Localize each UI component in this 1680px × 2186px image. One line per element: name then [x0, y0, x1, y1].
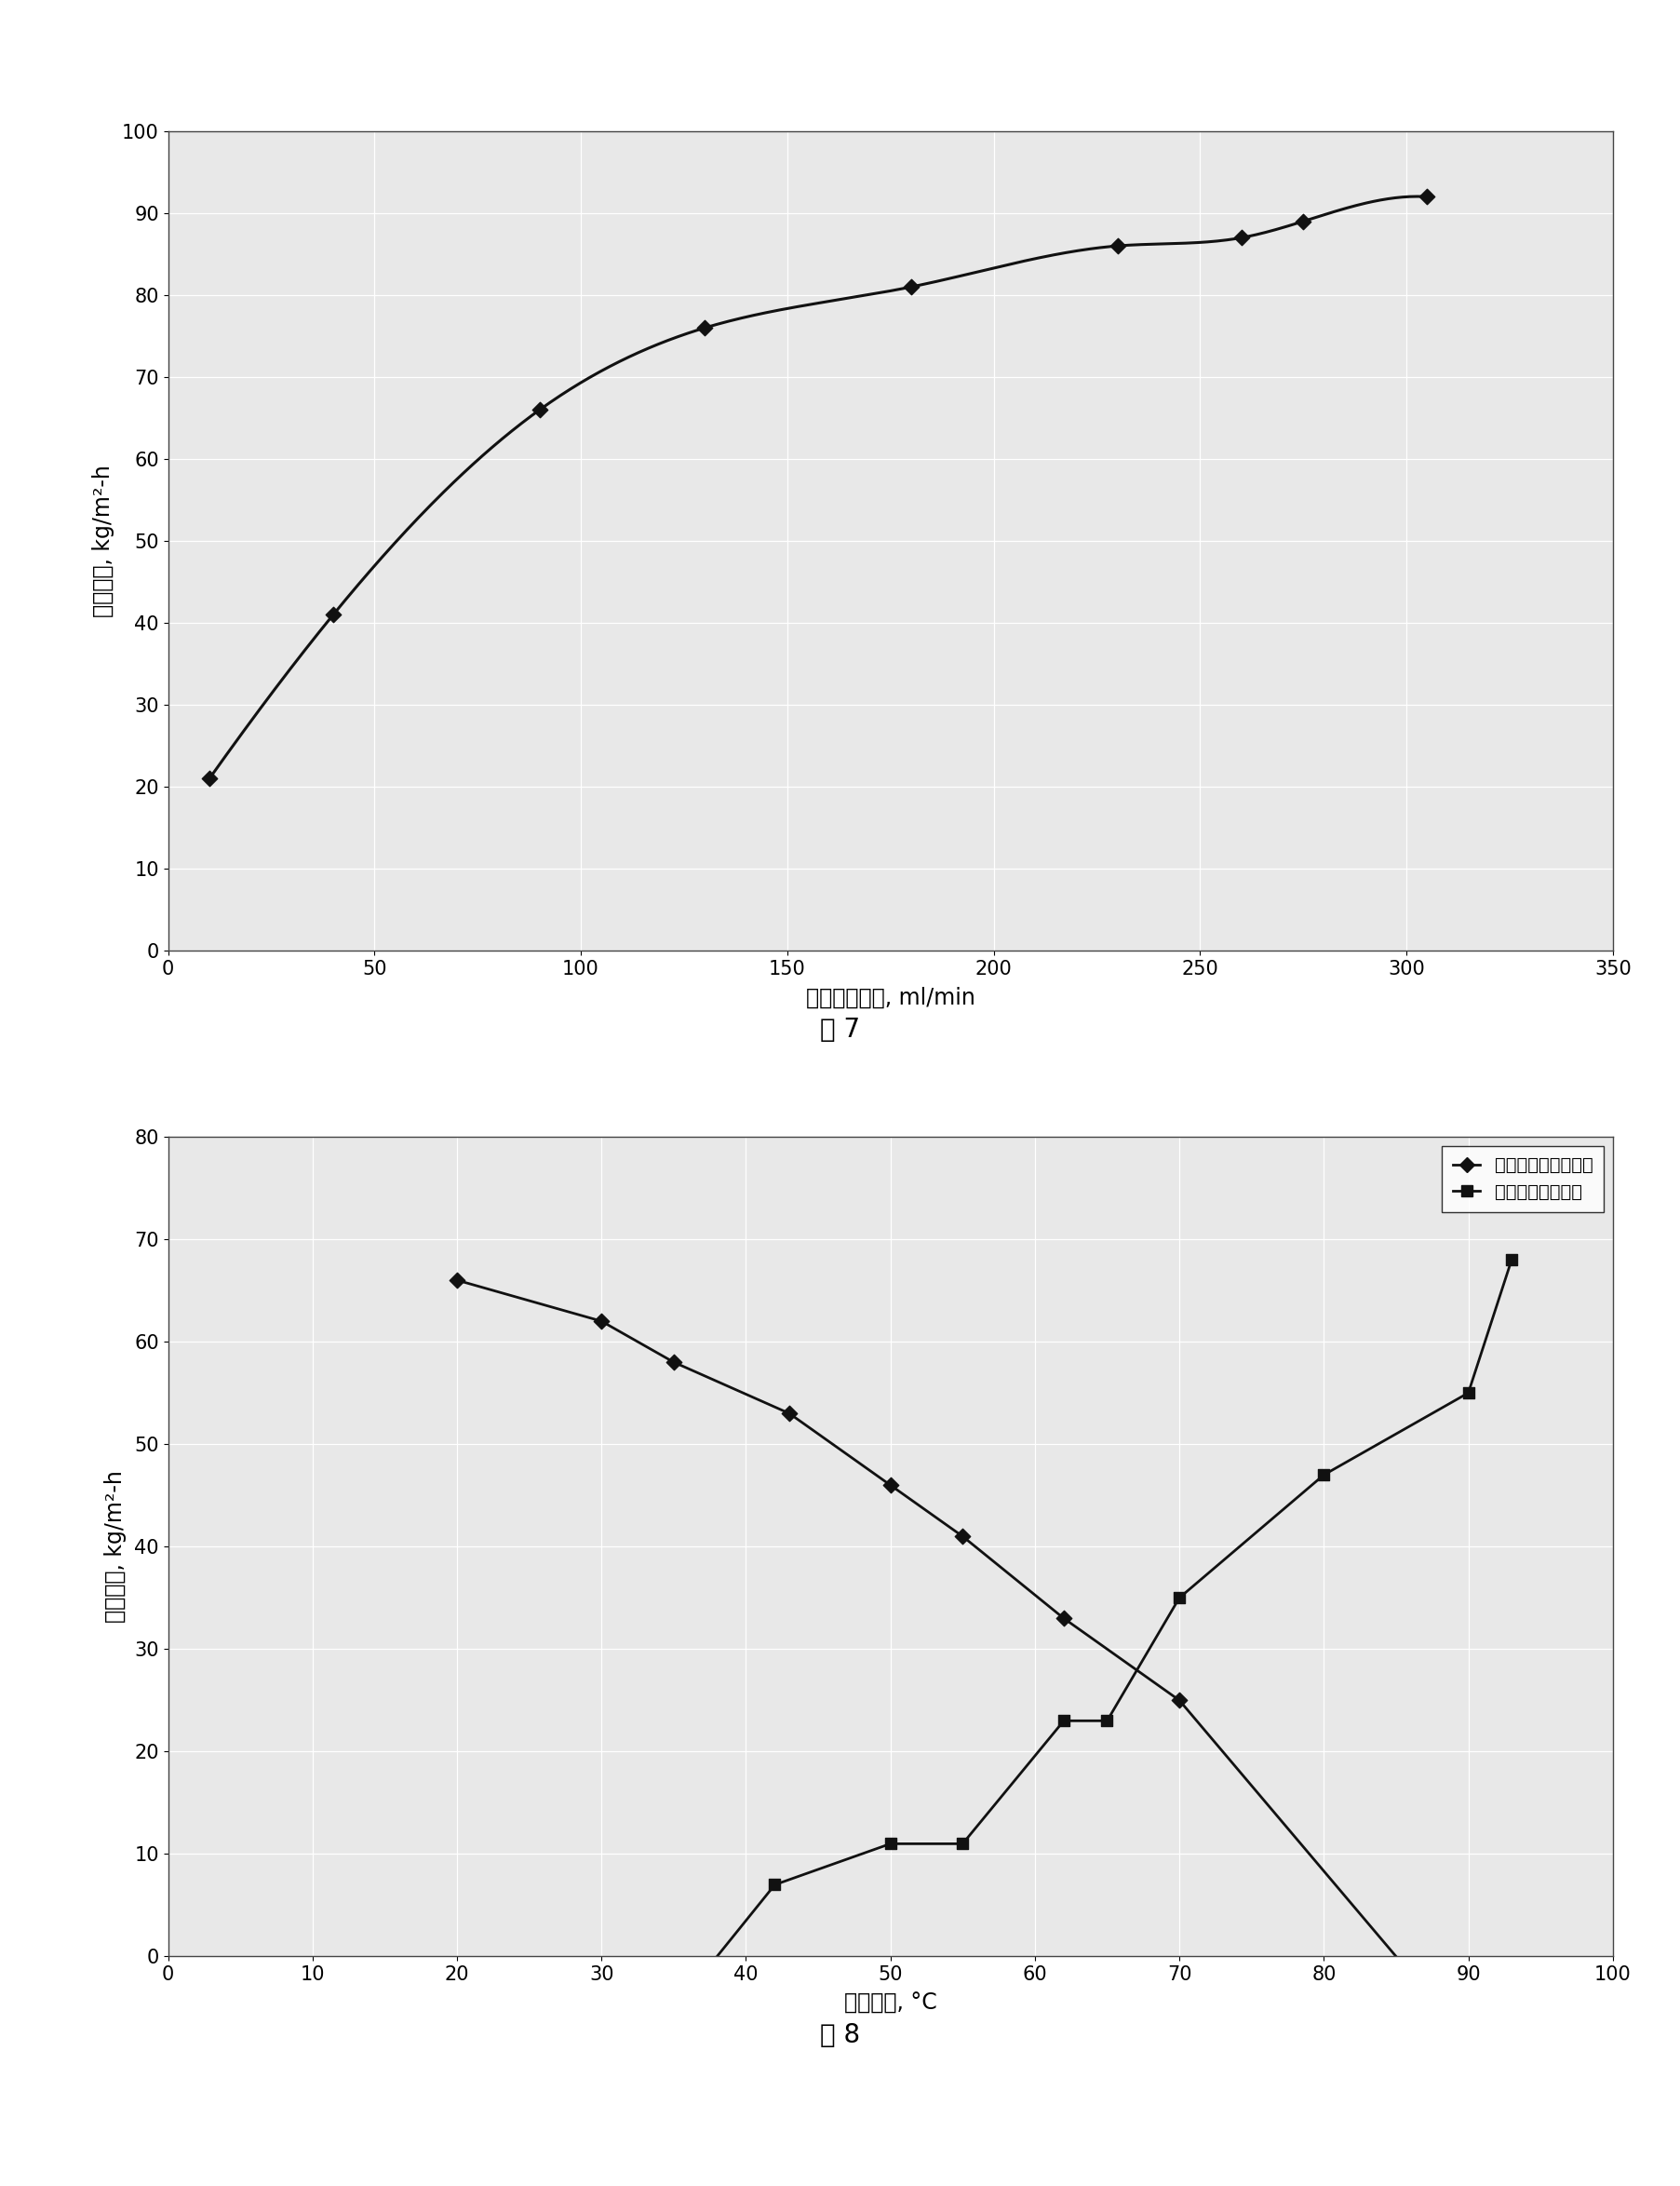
Point — [526, 393, 553, 428]
Point — [1050, 1600, 1077, 1635]
Point — [444, 1264, 470, 1298]
Point — [776, 1397, 803, 1432]
Point — [761, 1867, 788, 1902]
Point — [1166, 1683, 1193, 1718]
Point — [1310, 1458, 1337, 1493]
Point — [1499, 1242, 1525, 1277]
Point — [1094, 1703, 1121, 1738]
Y-axis label: 产水通量, kg/m²-h: 产水通量, kg/m²-h — [104, 1471, 126, 1622]
Point — [1050, 1703, 1077, 1738]
Point — [197, 761, 223, 796]
Point — [1455, 1375, 1482, 1410]
Point — [660, 1344, 687, 1379]
Text: 图 8: 图 8 — [820, 2022, 860, 2048]
Point — [1166, 1580, 1193, 1615]
X-axis label: 盐水间隙流速, ml/min: 盐水间隙流速, ml/min — [806, 986, 974, 1008]
Y-axis label: 产水通量, kg/m²-h: 产水通量, kg/m²-h — [92, 466, 114, 616]
Point — [690, 310, 717, 345]
X-axis label: 进口温度, °C: 进口温度, °C — [843, 1991, 937, 2013]
Point — [1228, 221, 1255, 256]
Point — [1104, 230, 1131, 265]
Text: 图 7: 图 7 — [820, 1016, 860, 1043]
Point — [949, 1519, 976, 1554]
Point — [588, 1303, 615, 1338]
Point — [949, 1825, 976, 1860]
Point — [1290, 203, 1317, 238]
Point — [877, 1825, 904, 1860]
Point — [897, 269, 924, 304]
Point — [877, 1467, 904, 1502]
Point — [319, 597, 346, 632]
Point — [1413, 179, 1440, 214]
Legend: 冷却水温度影响曲线, 盐水温度影响曲线: 冷却水温度影响曲线, 盐水温度影响曲线 — [1441, 1145, 1604, 1211]
